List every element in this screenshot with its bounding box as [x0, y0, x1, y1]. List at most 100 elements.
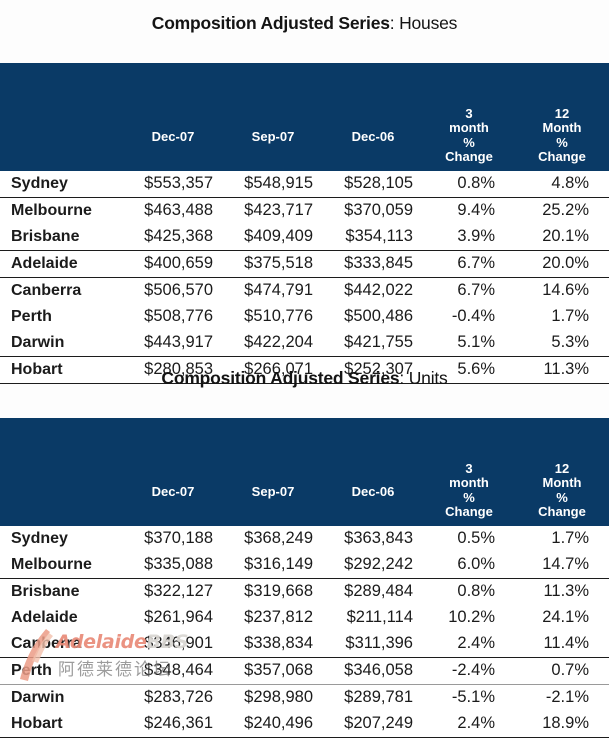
houses-dec07: $425,368: [123, 224, 223, 251]
houses-city: Darwin: [0, 330, 123, 357]
table-units: Dec-07 Sep-07 Dec-06 3 month % Change: [0, 418, 609, 738]
title-strong-houses: Composition Adjusted Series: [151, 13, 390, 33]
houses-3month-change: 6.7%: [423, 250, 515, 278]
col-header-dec07: Dec-07: [123, 63, 223, 171]
units-dec06: $311,396: [323, 631, 423, 658]
units-3month-change: 2.4%: [423, 631, 515, 658]
houses-dec06: $442,022: [323, 277, 423, 304]
houses-12month-change: 25.2%: [515, 197, 609, 224]
units-dec07: $283,726: [123, 684, 223, 711]
houses-12month-change: 20.0%: [515, 250, 609, 278]
houses-12month-change: 11.3%: [515, 356, 609, 384]
houses-dec07: $506,570: [123, 277, 223, 304]
units-3month-change: -2.4%: [423, 657, 515, 685]
units-3month-change: 2.4%: [423, 711, 515, 738]
units-sep07: $298,980: [223, 684, 323, 711]
units-12month-change: 24.1%: [515, 605, 609, 631]
units-city: Perth: [0, 657, 123, 685]
table-row: Perth $508,776 $510,776 $500,486 -0.4% 1.7%: [0, 304, 609, 330]
col-header-3month-l4: Change: [445, 149, 493, 165]
units-dec07: $348,464: [123, 657, 223, 685]
title-light-units: : Units: [399, 368, 448, 388]
units-city: Melbourne: [0, 552, 123, 579]
col-header-12month-l2: Month: [542, 120, 582, 136]
col-header-3month-change: 3 month % Change: [423, 63, 515, 171]
col-header-city: [0, 418, 123, 526]
col-header-12month-change: 12 Month % Change: [515, 418, 609, 526]
houses-city: Canberra: [0, 277, 123, 304]
houses-sep07: $510,776: [223, 304, 323, 330]
houses-sep07: $375,518: [223, 250, 323, 278]
col-header-3month-l3: %: [463, 489, 475, 505]
units-city: Adelaide: [0, 605, 123, 631]
table-row: Canberra $346,901 $338,834 $311,396 2.4% 11.4…: [0, 631, 609, 658]
units-sep07: $240,496: [223, 711, 323, 738]
units-dec07: $335,088: [123, 552, 223, 579]
table-row: Hobart $246,361 $240,496 $207,249 2.4% 18.9%: [0, 711, 609, 738]
units-sep07: $237,812: [223, 605, 323, 631]
houses-city: Adelaide: [0, 250, 123, 278]
table-row: Brisbane $425,368 $409,409 $354,113 3.9% 20.1…: [0, 224, 609, 251]
table-row: Darwin $283,726 $298,980 $289,781 -5.1% -2.1%: [0, 684, 609, 711]
page-title-houses: Composition Adjusted Series: Houses: [0, 13, 609, 33]
units-3month-change: 6.0%: [423, 552, 515, 579]
table-houses: Dec-07 Sep-07 Dec-06 3 month % Change: [0, 63, 609, 384]
col-header-3month-l3: %: [463, 134, 475, 150]
units-dec06: $363,843: [323, 526, 423, 552]
houses-sep07: $423,717: [223, 197, 323, 224]
houses-3month-change: 5.1%: [423, 330, 515, 357]
houses-dec07: $400,659: [123, 250, 223, 278]
units-12month-change: 11.3%: [515, 578, 609, 605]
units-12month-change: 1.7%: [515, 526, 609, 552]
houses-sep07: $409,409: [223, 224, 323, 251]
units-dec07: $346,901: [123, 631, 223, 658]
houses-dec06: $354,113: [323, 224, 423, 251]
header-row: Dec-07 Sep-07 Dec-06 3 month % Change: [0, 418, 609, 526]
units-12month-change: 14.7%: [515, 552, 609, 579]
houses-city: Hobart: [0, 356, 123, 384]
units-3month-change: 10.2%: [423, 605, 515, 631]
units-sep07: $368,249: [223, 526, 323, 552]
col-header-12month-l4: Change: [538, 149, 586, 165]
units-dec07: $246,361: [123, 711, 223, 738]
table-row: Canberra $506,570 $474,791 $442,022 6.7% 14.6…: [0, 277, 609, 304]
units-sep07: $319,668: [223, 578, 323, 605]
houses-12month-change: 4.8%: [515, 171, 609, 198]
houses-12month-change: 20.1%: [515, 224, 609, 251]
houses-dec06: $252,307: [323, 356, 423, 384]
col-header-3month-l1: 3: [465, 105, 473, 121]
houses-12month-change: 5.3%: [515, 330, 609, 357]
houses-3month-change: 6.7%: [423, 277, 515, 304]
units-dec06: $346,058: [323, 657, 423, 685]
units-sep07: $338,834: [223, 631, 323, 658]
houses-dec07: $463,488: [123, 197, 223, 224]
col-header-3month-l1: 3: [465, 460, 473, 476]
col-header-dec06: Dec-06: [323, 418, 423, 526]
houses-dec06: $421,755: [323, 330, 423, 357]
houses-3month-change: -0.4%: [423, 304, 515, 330]
units-dec06: $292,242: [323, 552, 423, 579]
report-page: Composition Adjusted Series: Houses Dec-…: [0, 13, 609, 738]
units-12month-change: -2.1%: [515, 684, 609, 711]
col-header-12month-l3: %: [556, 134, 568, 150]
houses-3month-change: 3.9%: [423, 224, 515, 251]
page-title-units: Composition Adjusted Series: Units: [0, 368, 609, 388]
col-header-12month-l1: 12: [554, 105, 570, 121]
title-strong-units: Composition Adjusted Series: [161, 368, 400, 388]
units-12month-change: 0.7%: [515, 657, 609, 685]
table-row: Sydney $370,188 $368,249 $363,843 0.5% 1.7%: [0, 526, 609, 552]
col-header-3month-l2: month: [449, 120, 489, 136]
table-houses-header: Dec-07 Sep-07 Dec-06 3 month % Change: [0, 63, 609, 171]
table-row: Adelaide $400,659 $375,518 $333,845 6.7% 20.0…: [0, 250, 609, 278]
houses-city: Brisbane: [0, 224, 123, 251]
col-header-dec06: Dec-06: [323, 63, 423, 171]
units-dec07: $322,127: [123, 578, 223, 605]
table-houses-body: Sydney $553,357 $548,915 $528,105 0.8% 4.8% Me…: [0, 171, 609, 384]
table-units-header: Dec-07 Sep-07 Dec-06 3 month % Change: [0, 418, 609, 526]
houses-dec06: $500,486: [323, 304, 423, 330]
units-city: Sydney: [0, 526, 123, 552]
table-row: Brisbane $322,127 $319,668 $289,484 0.8% 11.3…: [0, 578, 609, 605]
houses-dec06: $528,105: [323, 171, 423, 198]
units-city: Hobart: [0, 711, 123, 738]
units-3month-change: 0.5%: [423, 526, 515, 552]
